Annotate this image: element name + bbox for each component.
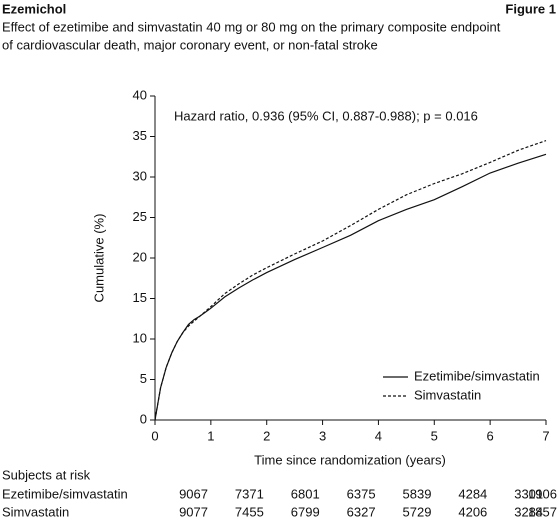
series-line [154, 140, 547, 421]
risk-table-title: Subjects at risk [2, 467, 91, 482]
risk-row-label: Simvastatin [2, 504, 69, 519]
risk-value: 6801 [291, 486, 320, 501]
y-tick-label: 15 [133, 290, 147, 305]
legend-label: Ezetimibe/simvastatin [414, 368, 540, 383]
y-axis-label: Cumulative (%) [91, 214, 106, 303]
x-tick-label: 5 [431, 428, 438, 443]
y-tick-label: 25 [133, 209, 147, 224]
risk-value: 1906 [528, 486, 557, 501]
y-tick-label: 20 [133, 249, 147, 264]
y-tick-label: 40 [133, 87, 147, 102]
x-tick-label: 6 [487, 428, 494, 443]
x-tick-label: 7 [542, 428, 549, 443]
risk-value: 5839 [403, 486, 432, 501]
risk-value: 3284 [514, 504, 543, 519]
header: Ezemichol [2, 1, 66, 16]
x-axis-label: Time since randomization (years) [254, 452, 446, 467]
risk-value: 9067 [179, 486, 208, 501]
x-tick-label: 1 [207, 428, 214, 443]
risk-value: 3301 [514, 486, 543, 501]
risk-row-label: Ezetimibe/simvastatin [2, 486, 128, 501]
legend-label: Simvastatin [414, 387, 481, 402]
risk-value: 4284 [458, 486, 487, 501]
y-tick-label: 30 [133, 168, 147, 183]
chart-title: Effect of ezetimibe and simvastatin 40 m… [2, 19, 501, 34]
risk-value: 1857 [528, 504, 557, 519]
y-tick-label: 10 [133, 330, 147, 345]
y-tick-label: 35 [133, 128, 147, 143]
annotation: Hazard ratio, 0.936 (95% CI, 0.887-0.988… [174, 108, 478, 123]
x-tick-label: 4 [375, 428, 382, 443]
x-tick-label: 0 [151, 428, 158, 443]
risk-value: 9077 [179, 504, 208, 519]
risk-value: 6799 [291, 504, 320, 519]
risk-value: 7371 [235, 486, 264, 501]
risk-value: 5729 [403, 504, 432, 519]
risk-value: 7455 [235, 504, 264, 519]
risk-value: 6327 [347, 504, 376, 519]
chart-title: of cardiovascular death, major coronary … [2, 37, 378, 52]
risk-value: 4206 [458, 504, 487, 519]
y-tick-label: 0 [140, 411, 147, 426]
x-tick-label: 2 [263, 428, 270, 443]
figure-label: Figure 1 [505, 1, 556, 16]
y-tick-label: 5 [140, 371, 147, 386]
x-tick-label: 3 [319, 428, 326, 443]
risk-value: 6375 [347, 486, 376, 501]
